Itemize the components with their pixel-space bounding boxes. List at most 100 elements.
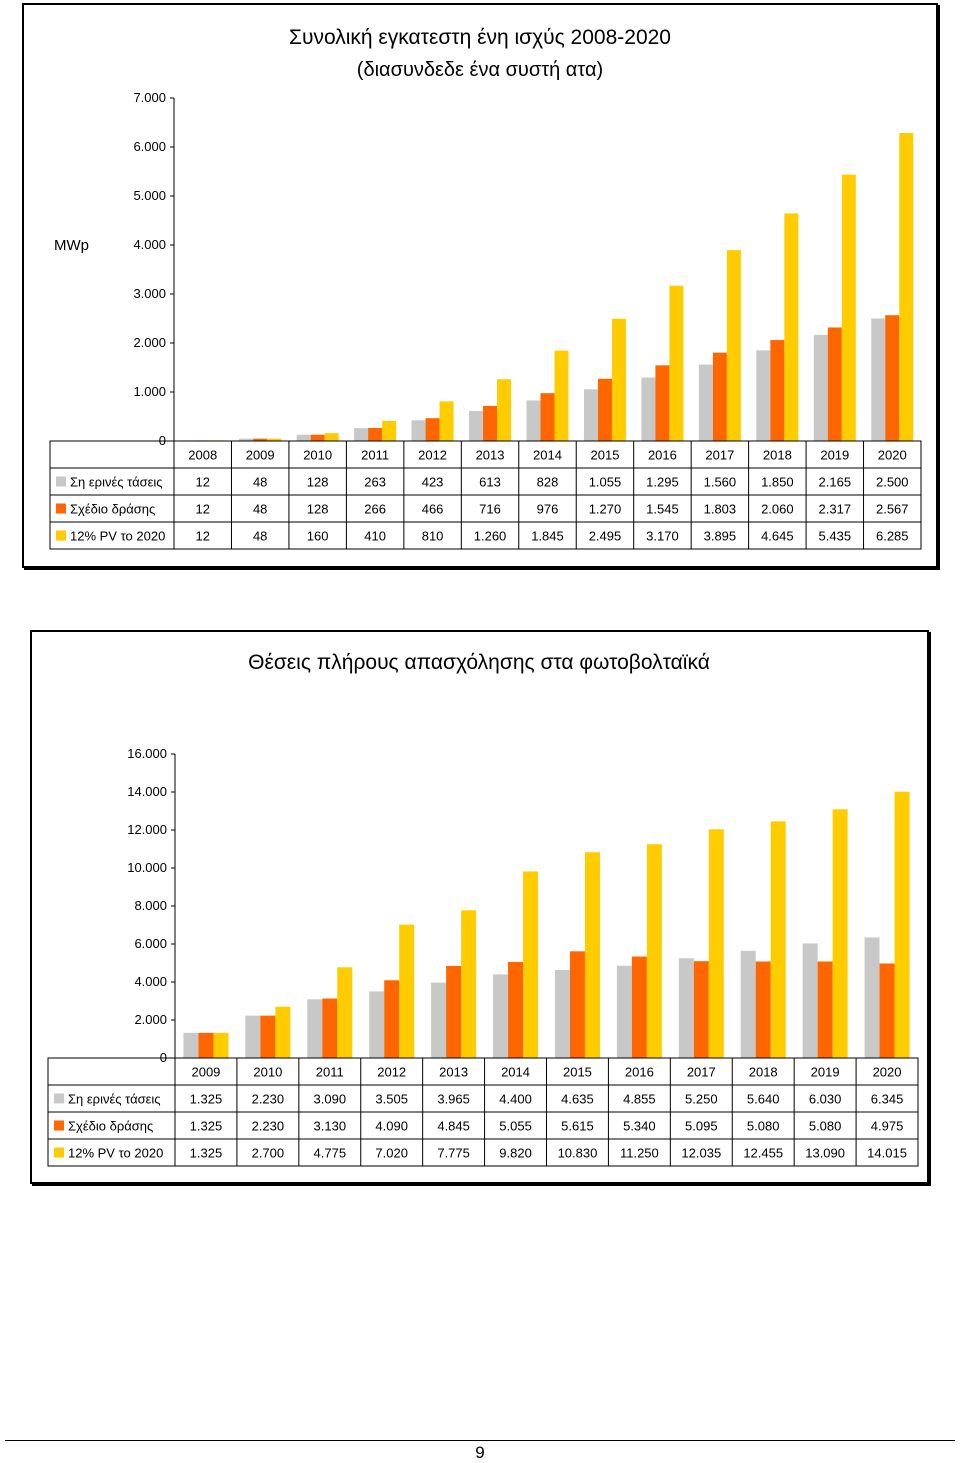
- bar-current-trends-2014: [526, 400, 541, 441]
- chart-jobs: Θέσεις πλήρους απασχόλησης στα φωτοβολτα…: [47, 651, 919, 1167]
- y-tick-label: 4.000: [134, 974, 167, 989]
- data-label: 4.090: [375, 1119, 408, 1134]
- x-tick-label: 2015: [591, 448, 620, 463]
- y-axis-label: MWp: [54, 237, 89, 254]
- bar-action-plan-2016: [655, 365, 670, 441]
- chart-title: Συνολική εγκατεστη ένη ισχύς 2008-2020: [289, 26, 671, 49]
- x-tick-label: 2010: [303, 448, 332, 463]
- data-label: 5.640: [747, 1092, 780, 1107]
- chart-panel-installed-capacity: Συνολική εγκατεστη ένη ισχύς 2008-2020 (δ…: [22, 3, 938, 568]
- bar-pv12-2010: [275, 1006, 291, 1058]
- bar-action-plan-2016: [631, 956, 647, 1058]
- footer-divider: [5, 1440, 955, 1441]
- data-label: 7.020: [375, 1146, 408, 1161]
- chart-panel-jobs: Θέσεις πλήρους απασχόλησης στα φωτοβολτα…: [30, 630, 929, 1184]
- bar-action-plan-2020: [885, 315, 900, 441]
- data-label: 5.080: [809, 1119, 842, 1134]
- legend-label: 12% PV το 2020: [68, 1146, 163, 1161]
- bar-pv12-2013: [461, 910, 477, 1058]
- bar-current-trends-2010: [245, 1015, 261, 1058]
- bar-current-trends-2016: [616, 965, 632, 1058]
- chart-title: Θέσεις πλήρους απασχόλησης στα φωτοβολτα…: [248, 651, 710, 674]
- bar-current-trends-2020: [864, 937, 880, 1058]
- data-label: 4.855: [623, 1092, 656, 1107]
- data-label: 1.055: [589, 475, 622, 490]
- data-label: 828: [537, 475, 559, 490]
- data-label: 1.260: [474, 529, 507, 544]
- data-label: 2.495: [589, 529, 622, 544]
- data-label: 128: [307, 475, 329, 490]
- x-tick-label: 2014: [501, 1065, 530, 1080]
- data-label: 3.170: [646, 529, 679, 544]
- bar-current-trends-2012: [411, 420, 426, 441]
- y-tick-label: 10.000: [127, 860, 167, 875]
- data-label: 12.035: [681, 1146, 721, 1161]
- data-label: 12: [195, 529, 209, 544]
- x-tick-label: 2017: [687, 1065, 716, 1080]
- data-label: 263: [364, 475, 386, 490]
- data-label: 1.545: [646, 502, 679, 517]
- data-label: 4.975: [871, 1119, 904, 1134]
- data-label: 5.080: [747, 1119, 780, 1134]
- data-label: 6.345: [871, 1092, 904, 1107]
- legend-swatch: [54, 1120, 64, 1131]
- bar-pv12-2018: [770, 821, 786, 1058]
- bar-pv12-2015: [611, 318, 626, 441]
- x-tick-label: 2018: [749, 1065, 778, 1080]
- bar-current-trends-2011: [354, 428, 369, 441]
- bar-action-plan-2011: [322, 998, 338, 1058]
- chart-installed-capacity: Συνολική εγκατεστη ένη ισχύς 2008-2020 (δ…: [49, 26, 922, 550]
- bar-current-trends-2013: [469, 410, 484, 441]
- bar-pv12-2013: [497, 379, 512, 441]
- x-tick-label: 2015: [563, 1065, 592, 1080]
- data-label: 1.295: [646, 475, 679, 490]
- data-label: 5.250: [685, 1092, 718, 1107]
- bar-pv12-2018: [784, 213, 799, 441]
- data-label: 48: [253, 529, 267, 544]
- bar-current-trends-2015: [554, 969, 570, 1058]
- y-tick-label: 5.000: [133, 188, 166, 203]
- x-tick-label: 2010: [253, 1065, 282, 1080]
- legend-swatch: [56, 476, 66, 487]
- data-label: 7.775: [437, 1146, 470, 1161]
- x-tick-label: 2011: [361, 448, 389, 463]
- bar-current-trends-2016: [641, 377, 656, 441]
- x-tick-label: 2009: [191, 1065, 220, 1080]
- bar-action-plan-2018: [770, 340, 785, 441]
- data-label: 2.165: [819, 475, 852, 490]
- bar-pv12-2009: [213, 1032, 229, 1058]
- bar-action-plan-2013: [446, 965, 462, 1058]
- bar-current-trends-2009: [183, 1032, 199, 1058]
- bar-action-plan-2019: [827, 327, 842, 441]
- data-label: 4.635: [561, 1092, 594, 1107]
- x-tick-label: 2011: [316, 1065, 344, 1080]
- bar-current-trends-2019: [813, 334, 828, 441]
- legend-label: Σχέδιο δράσης: [68, 1119, 153, 1134]
- data-label: 2.500: [876, 475, 909, 490]
- data-label: 410: [364, 529, 386, 544]
- y-tick-label: 2.000: [134, 1012, 167, 1027]
- bar-current-trends-2017: [698, 364, 713, 441]
- data-label: 2.060: [761, 502, 794, 517]
- chart-subtitle: (διασυνδεδε ένα συστή ατα): [357, 59, 603, 81]
- bar-pv12-2016: [646, 844, 662, 1058]
- legend-label: Σχέδιο δράσης: [70, 502, 155, 517]
- data-label: 1.845: [531, 529, 564, 544]
- data-label: 1.803: [704, 502, 737, 517]
- x-tick-label: 2008: [188, 448, 217, 463]
- bar-action-plan-2014: [508, 961, 524, 1058]
- data-label: 466: [422, 502, 444, 517]
- data-label: 3.130: [314, 1119, 347, 1134]
- data-label: 128: [307, 502, 329, 517]
- data-label: 613: [479, 475, 501, 490]
- data-label: 5.095: [685, 1119, 718, 1134]
- bar-action-plan-2020: [879, 963, 895, 1058]
- bar-current-trends-2017: [678, 958, 694, 1058]
- data-label: 2.230: [252, 1119, 285, 1134]
- bar-action-plan-2013: [483, 405, 498, 441]
- bar-pv12-2012: [399, 924, 415, 1058]
- data-label: 266: [364, 502, 386, 517]
- bar-pv12-2019: [832, 809, 848, 1058]
- data-label: 13.090: [805, 1146, 845, 1161]
- bar-pv12-2012: [439, 401, 454, 441]
